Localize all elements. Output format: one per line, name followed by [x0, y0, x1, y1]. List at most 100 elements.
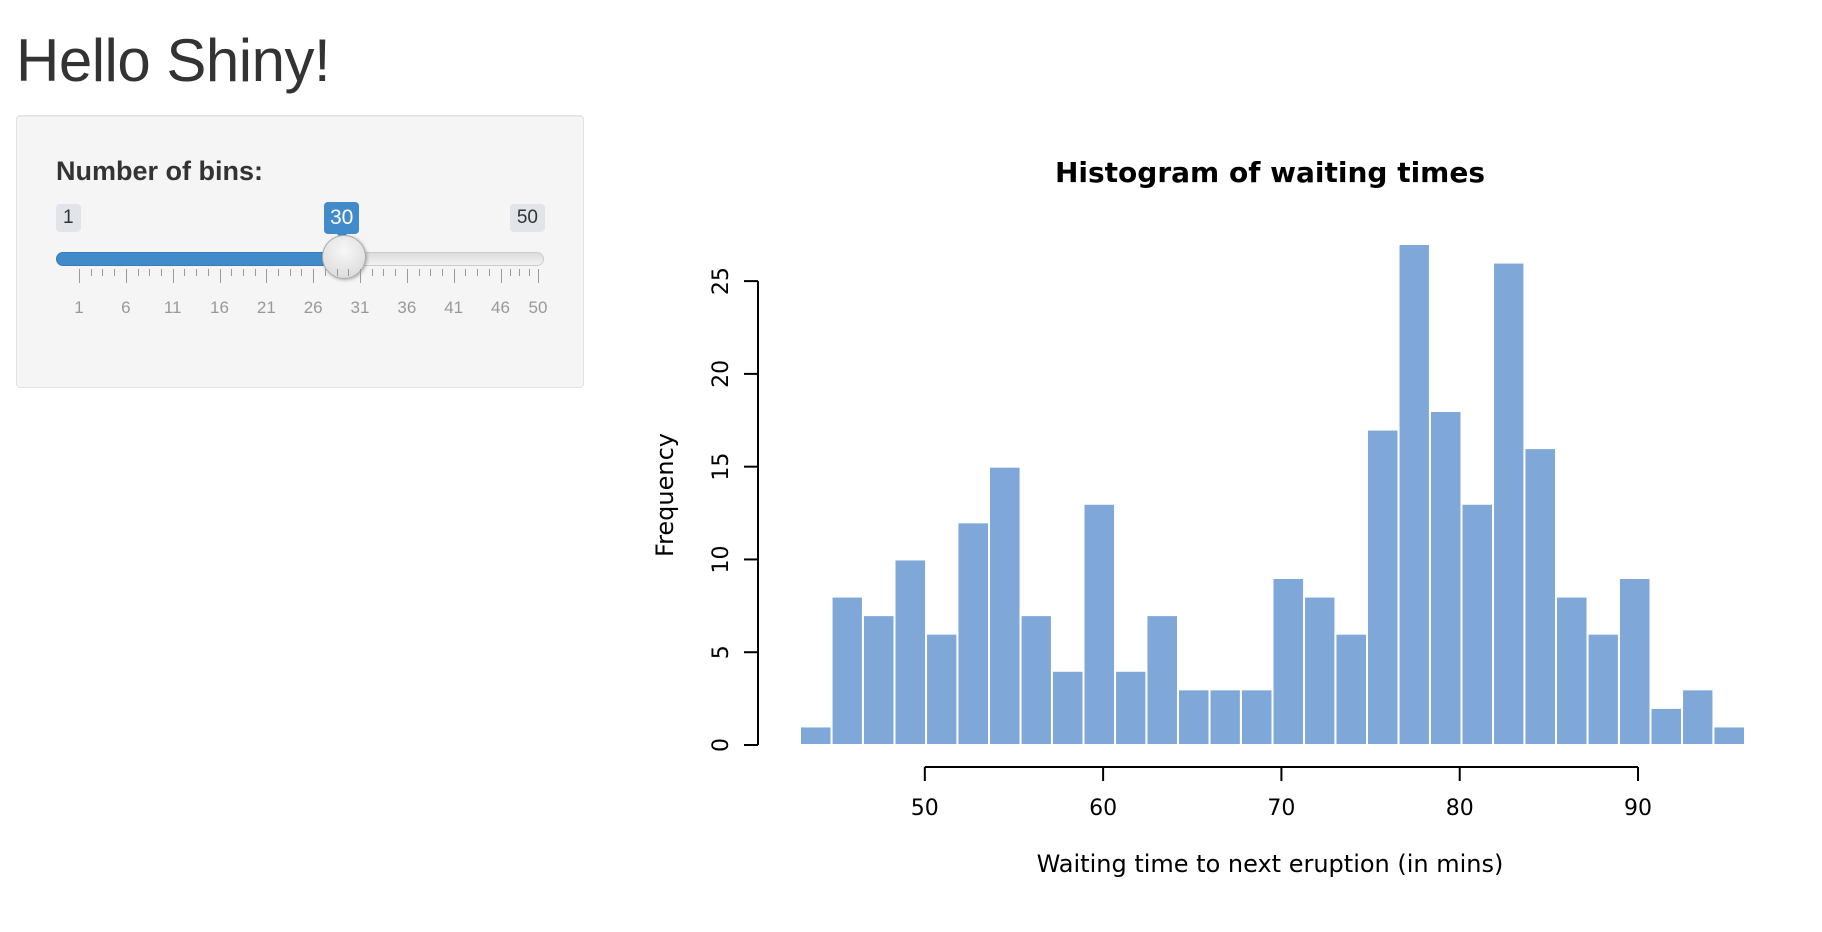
slider-grid-minor-tick	[184, 269, 186, 276]
slider-grid-minor-tick	[301, 269, 303, 276]
histogram-bar	[1114, 669, 1148, 746]
x-axis: 50 60 70 80 90	[911, 766, 1652, 821]
slider-grid-tick	[266, 269, 268, 283]
slider-grid-minor-tick	[149, 269, 151, 276]
slider-fill-bar[interactable]	[56, 252, 346, 266]
histogram-bar	[1586, 632, 1620, 747]
histogram-bar	[1523, 447, 1557, 746]
slider-grid-minor-tick	[278, 269, 280, 276]
y-tick-label: 15	[709, 453, 734, 481]
x-tick-label: 50	[911, 796, 939, 821]
slider-grid-tick	[406, 269, 408, 283]
slider-grid-label: 26	[303, 298, 323, 317]
sidebar-panel: Number of bins: 1 50 30 1 6 11 16 21 26 31 36 41…	[16, 115, 584, 388]
slider-grid-minor-tick	[231, 269, 233, 276]
slider-grid-minor-tick	[90, 269, 92, 276]
slider-grid-minor-tick	[509, 269, 511, 276]
histogram-bar	[1050, 669, 1085, 746]
slider-grid-label: 11	[163, 298, 182, 317]
histogram-bar	[956, 521, 990, 747]
histogram-bar	[988, 465, 1022, 746]
slider-grid-label: 41	[444, 298, 464, 317]
slider-grid-label: 21	[256, 298, 276, 317]
y-tick-label: 25	[709, 267, 734, 295]
slider-grid-tick	[79, 269, 80, 283]
histogram-bar	[1460, 502, 1495, 746]
slider-grid-label: 16	[210, 298, 229, 317]
histogram-chart: Histogram of waiting times 0 5 10 15 20 25 50…	[651, 156, 1746, 878]
slider-grid-label: 50	[528, 298, 548, 317]
histogram-bar	[861, 614, 896, 746]
y-tick-label: 10	[709, 545, 734, 573]
slider-grid-minor-tick	[418, 269, 420, 276]
slider-grid-minor-tick	[488, 269, 490, 276]
slider-grid-tick	[313, 269, 315, 283]
slider-grid-minor-tick	[348, 269, 350, 276]
y-tick-label: 20	[709, 360, 734, 388]
histogram-bar	[1145, 614, 1179, 746]
histogram-bar	[1082, 502, 1117, 746]
histogram-bar	[1712, 725, 1746, 747]
slider-grid-minor-tick	[465, 269, 467, 276]
histogram-bar	[1177, 688, 1211, 746]
slider-grid-tick	[125, 269, 127, 283]
slider-grid-tick	[538, 269, 539, 283]
x-tick-label: 80	[1446, 796, 1474, 821]
slider-grid-minor-tick	[441, 269, 443, 276]
histogram-bar	[1366, 428, 1400, 746]
slider-min-label: 1	[56, 204, 81, 232]
slider-max-label: 50	[509, 204, 545, 232]
slider-grid-label: 36	[397, 298, 417, 317]
y-axis: 0 5 10 15 20 25	[709, 267, 759, 752]
histogram-bar	[1271, 577, 1306, 746]
slider-grid: 1 6 11 16 21 26 31 36 41 46 50	[17, 266, 585, 326]
slider-grid-tick	[360, 269, 362, 283]
histogram-bar	[1303, 595, 1337, 746]
page-title: Hello Shiny!	[16, 27, 331, 94]
x-tick-label: 90	[1624, 796, 1652, 821]
histogram-bar	[830, 595, 864, 746]
slider-grid-minor-tick	[114, 269, 116, 276]
histogram-bar	[893, 558, 928, 747]
slider-grid-minor-tick	[477, 269, 479, 276]
slider-grid-label: 31	[350, 298, 370, 317]
x-tick-label: 60	[1089, 796, 1117, 821]
histogram-bar	[1617, 577, 1652, 746]
histogram-bar	[1019, 614, 1053, 746]
slider-grid-minor-tick	[371, 269, 373, 276]
histogram-bar	[1649, 706, 1684, 747]
histogram-bar	[1681, 688, 1715, 746]
histogram-bar	[1208, 688, 1242, 746]
slider-grid-minor-tick	[196, 269, 198, 276]
slider-grid-minor-tick	[324, 269, 326, 276]
histogram-bar	[1334, 632, 1368, 747]
histogram-bar	[1428, 410, 1463, 746]
y-axis-label: Frequency	[651, 433, 679, 557]
slider-grid-minor-tick	[160, 269, 162, 276]
y-tick-label: 0	[709, 738, 734, 752]
slider-grid-minor-tick	[242, 269, 244, 276]
bins-slider-label: Number of bins:	[56, 156, 263, 186]
histogram-bars	[799, 243, 1746, 747]
chart-title: Histogram of waiting times	[1055, 156, 1485, 189]
slider-grid-label: 6	[121, 298, 131, 317]
slider-handle[interactable]	[322, 235, 366, 279]
slider-grid-minor-tick	[430, 269, 432, 276]
y-tick-label: 5	[709, 645, 734, 659]
slider-grid-minor-tick	[528, 269, 530, 276]
slider-grid-label: 46	[491, 298, 510, 317]
slider-grid-tick	[500, 269, 502, 283]
x-tick-label: 70	[1267, 796, 1295, 821]
histogram-bar	[1239, 688, 1274, 746]
slider-grid-minor-tick	[102, 269, 104, 276]
histogram-bar	[925, 632, 959, 747]
slider-grid-minor-tick	[137, 269, 139, 276]
slider-grid-minor-tick	[395, 269, 397, 276]
slider-value-badge: 30	[324, 202, 360, 239]
histogram-bar	[1492, 261, 1526, 747]
slider-grid-minor-tick	[254, 269, 256, 276]
slider-grid-minor-tick	[383, 269, 385, 276]
slider-grid-minor-tick	[207, 269, 209, 276]
slider-grid-label: 1	[74, 298, 84, 317]
slider-grid-tick	[453, 269, 455, 283]
